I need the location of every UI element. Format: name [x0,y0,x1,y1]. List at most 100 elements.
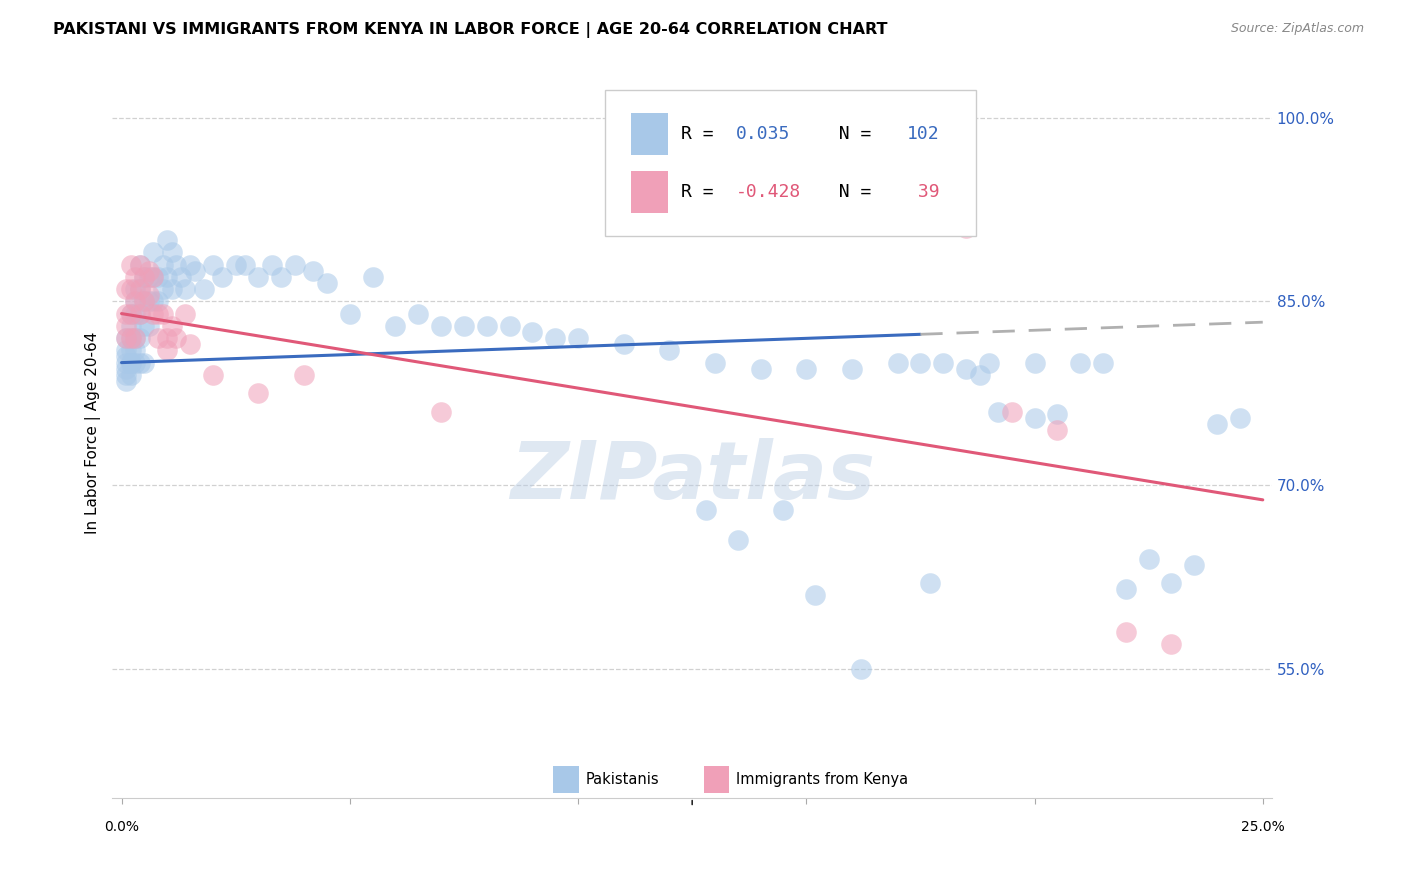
Point [115,307,138,321]
Point [134,318,156,333]
Point [152,282,174,296]
Point [179,258,201,272]
Point [174,307,197,321]
Text: PAKISTANI VS IMMIGRANTS FROM KENYA IN LABOR FORCE | AGE 20-64 CORRELATION CHART: PAKISTANI VS IMMIGRANTS FROM KENYA IN LA… [53,22,889,38]
Text: N =: N = [817,126,883,144]
Point [146,269,169,284]
Point [120,318,142,333]
Point [124,331,146,345]
Point [120,356,142,370]
Point [128,356,150,370]
Point [406,307,429,321]
Point [955,220,977,235]
Point [124,331,146,345]
Point [120,331,142,345]
Point [453,318,475,333]
Point [316,276,339,290]
Point [987,404,1010,418]
Point [115,318,138,333]
Point [138,318,160,333]
Point [115,361,138,376]
Point [128,258,150,272]
Point [1182,558,1205,572]
Point [910,356,932,370]
Text: -0.428: -0.428 [737,183,801,202]
Point [120,343,142,358]
Point [170,269,193,284]
Point [1115,582,1137,597]
Point [794,361,817,376]
Point [115,350,138,364]
Y-axis label: In Labor Force | Age 20-64: In Labor Force | Age 20-64 [86,332,101,534]
Point [120,258,142,272]
Text: R =: R = [681,126,724,144]
Point [134,269,156,284]
Point [918,576,941,591]
Point [142,307,165,321]
Point [138,294,160,309]
Point [1001,404,1024,418]
Point [152,307,174,321]
Text: Pakistanis: Pakistanis [585,772,659,787]
Bar [704,765,730,793]
Point [128,307,150,321]
Point [146,294,169,309]
Text: 39: 39 [907,183,939,202]
Point [1160,637,1182,651]
Point [146,331,169,345]
Point [120,307,142,321]
Point [160,282,183,296]
Point [201,368,224,382]
Point [1160,576,1182,591]
Point [361,269,384,284]
Point [160,318,183,333]
Bar [631,171,668,213]
Point [1046,407,1069,421]
Point [849,662,872,676]
Point [1206,417,1229,431]
Point [115,356,138,370]
Point [727,533,749,548]
Point [1024,356,1046,370]
Text: Source: ZipAtlas.com: Source: ZipAtlas.com [1230,22,1364,36]
Point [430,318,453,333]
Point [124,343,146,358]
Point [430,404,453,418]
Point [124,282,146,296]
Text: ZIPatlas: ZIPatlas [509,438,875,516]
Point [211,269,233,284]
Point [142,245,165,260]
Point [142,269,165,284]
Text: 0.035: 0.035 [737,126,790,144]
Text: 102: 102 [907,126,939,144]
Point [1024,410,1046,425]
Point [160,245,183,260]
Point [138,288,160,302]
Point [932,356,955,370]
Point [156,343,179,358]
Text: Immigrants from Kenya: Immigrants from Kenya [737,772,908,787]
Point [522,325,544,339]
Point [156,233,179,247]
Text: R =: R = [681,183,724,202]
Point [977,356,1000,370]
Point [134,294,156,309]
Text: 25.0%: 25.0% [1241,820,1285,834]
Point [233,258,256,272]
Point [124,269,146,284]
Point [1069,356,1091,370]
Point [124,307,146,321]
Point [704,356,727,370]
Bar [631,113,668,155]
Point [292,368,315,382]
Point [128,282,150,296]
Point [115,368,138,382]
Point [120,356,142,370]
Point [120,282,142,296]
Point [932,196,955,211]
Point [142,269,165,284]
Text: 0.0%: 0.0% [104,820,139,834]
Point [284,258,307,272]
Point [567,331,589,345]
Point [165,331,187,345]
